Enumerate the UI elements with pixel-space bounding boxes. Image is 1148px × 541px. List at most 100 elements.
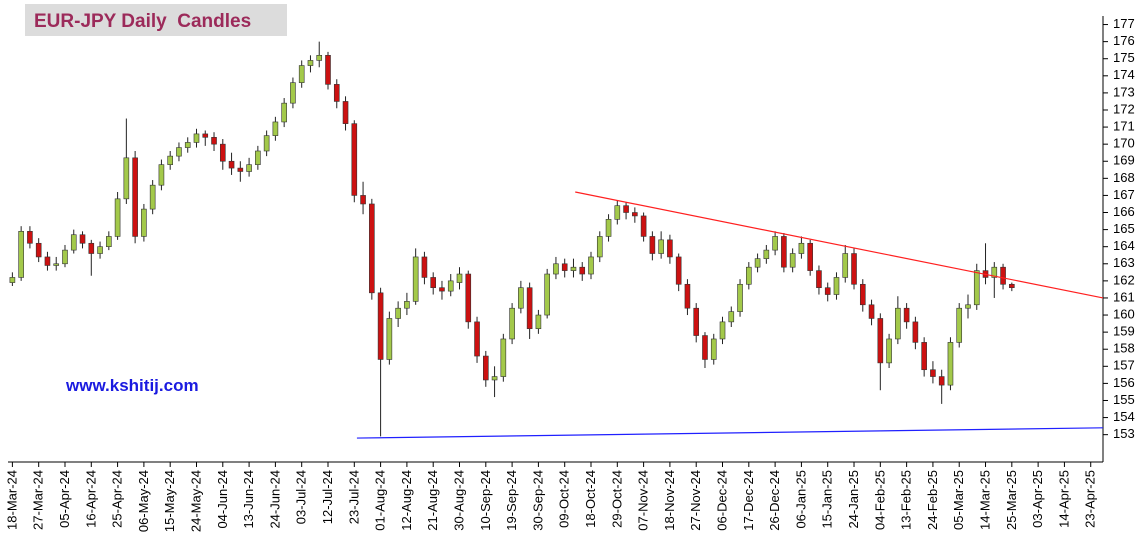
candle-body: [483, 355, 489, 381]
x-tick-label: 16-Apr-24: [83, 470, 98, 528]
candle-body: [439, 287, 445, 292]
candle-body: [930, 369, 936, 377]
candle-body: [114, 198, 121, 237]
candle-body: [474, 321, 480, 357]
x-tick-label: 15-Jan-25: [820, 470, 835, 529]
y-tick-label: 175: [1113, 50, 1135, 65]
candle-body: [579, 266, 586, 275]
x-tick-label: 24-Feb-25: [925, 470, 940, 530]
candle-body: [973, 270, 980, 306]
x-tick-label: 03-Apr-25: [1030, 470, 1045, 528]
x-tick-label: 21-Aug-24: [425, 470, 440, 531]
candle-body: [149, 184, 156, 210]
candle-body: [106, 236, 112, 247]
candle-body: [465, 273, 472, 323]
candle-body: [298, 65, 305, 83]
x-tick-label: 19-Sep-24: [504, 470, 519, 531]
y-tick-label: 156: [1113, 375, 1135, 390]
x-tick-label: 24-Jun-24: [267, 470, 282, 529]
y-tick-label: 167: [1113, 187, 1135, 202]
candle-body: [877, 318, 884, 364]
x-tick-label: 10-Sep-24: [478, 470, 493, 531]
candle-body: [737, 283, 743, 312]
candle-body: [228, 160, 235, 169]
candle-body: [859, 283, 866, 306]
candle-body: [938, 376, 945, 386]
candle-body: [754, 258, 761, 268]
y-tick-label: 155: [1113, 392, 1135, 407]
candle-body: [316, 55, 323, 61]
candle-body: [798, 242, 805, 254]
candle-body: [184, 142, 191, 148]
candle-body: [360, 195, 366, 205]
candle-body: [789, 253, 796, 268]
candle-body: [570, 266, 577, 271]
candle-body: [991, 266, 998, 278]
x-tick-label: 07-Nov-24: [636, 470, 651, 531]
candle-body: [807, 242, 813, 271]
candle-body: [386, 318, 393, 360]
candle-body: [895, 307, 901, 340]
candle-body: [509, 307, 515, 340]
candle-body: [719, 321, 726, 340]
candle-body: [141, 208, 147, 237]
x-tick-label: 05-Mar-25: [951, 470, 966, 530]
candle-body: [526, 287, 533, 330]
candle-body: [675, 256, 682, 285]
x-tick-label: 27-Nov-24: [688, 470, 703, 531]
y-tick-label: 154: [1113, 409, 1135, 424]
x-tick-label: 18-Nov-24: [662, 470, 677, 531]
candle-body: [44, 256, 51, 266]
candle-body: [605, 219, 612, 237]
x-tick-label: 18-Mar-24: [4, 470, 19, 530]
candle-body: [97, 246, 103, 254]
y-tick-label: 176: [1113, 33, 1135, 48]
candle-body: [351, 123, 358, 196]
candle-body: [772, 236, 778, 251]
candle-body: [1009, 283, 1015, 289]
x-tick-label: 03-Jul-24: [294, 470, 309, 524]
candle-body: [623, 205, 629, 213]
candle-body: [746, 266, 752, 285]
x-tick-label: 06-Dec-24: [715, 470, 730, 531]
candle-body: [851, 253, 857, 285]
candle-body: [518, 287, 524, 309]
y-tick-label: 165: [1113, 221, 1135, 236]
candle-body: [833, 277, 840, 295]
candle-body: [912, 321, 919, 343]
candle-body: [263, 135, 270, 152]
y-tick-label: 172: [1113, 101, 1135, 116]
candle-body: [684, 283, 691, 309]
candle-body: [202, 133, 209, 138]
candle-body: [325, 55, 331, 85]
candle-body: [702, 335, 708, 360]
x-tick-label: 18-Oct-24: [583, 470, 598, 528]
y-tick-label: 163: [1113, 255, 1135, 270]
candle-body: [824, 287, 831, 295]
candle-body: [588, 256, 594, 275]
annotation: www.kshitij.com: [65, 376, 199, 395]
candle-body: [728, 311, 735, 323]
candle-body: [535, 314, 542, 330]
candle-body: [1000, 266, 1006, 285]
x-tick-label: 14-Mar-25: [978, 470, 993, 530]
candle-body: [632, 212, 638, 217]
y-tick-label: 162: [1113, 272, 1135, 287]
candle-body: [816, 270, 822, 289]
trend-line: [356, 427, 1104, 439]
candle-body: [947, 342, 954, 386]
y-tick-label: 158: [1113, 341, 1135, 356]
x-tick-label: 12-Aug-24: [399, 470, 414, 531]
candle-body: [255, 150, 261, 165]
y-tick-label: 160: [1113, 306, 1135, 321]
x-tick-label: 14-Apr-25: [1056, 470, 1071, 528]
x-tick-label: 25-Apr-24: [110, 470, 125, 528]
candle-body: [544, 273, 550, 316]
candle-body: [176, 147, 182, 157]
candle-body: [781, 236, 787, 268]
candle-body: [649, 236, 656, 254]
candle-body: [369, 203, 375, 294]
y-tick-label: 177: [1113, 16, 1135, 31]
y-tick-label: 168: [1113, 170, 1135, 185]
x-tick-label: 29-Oct-24: [609, 470, 624, 528]
